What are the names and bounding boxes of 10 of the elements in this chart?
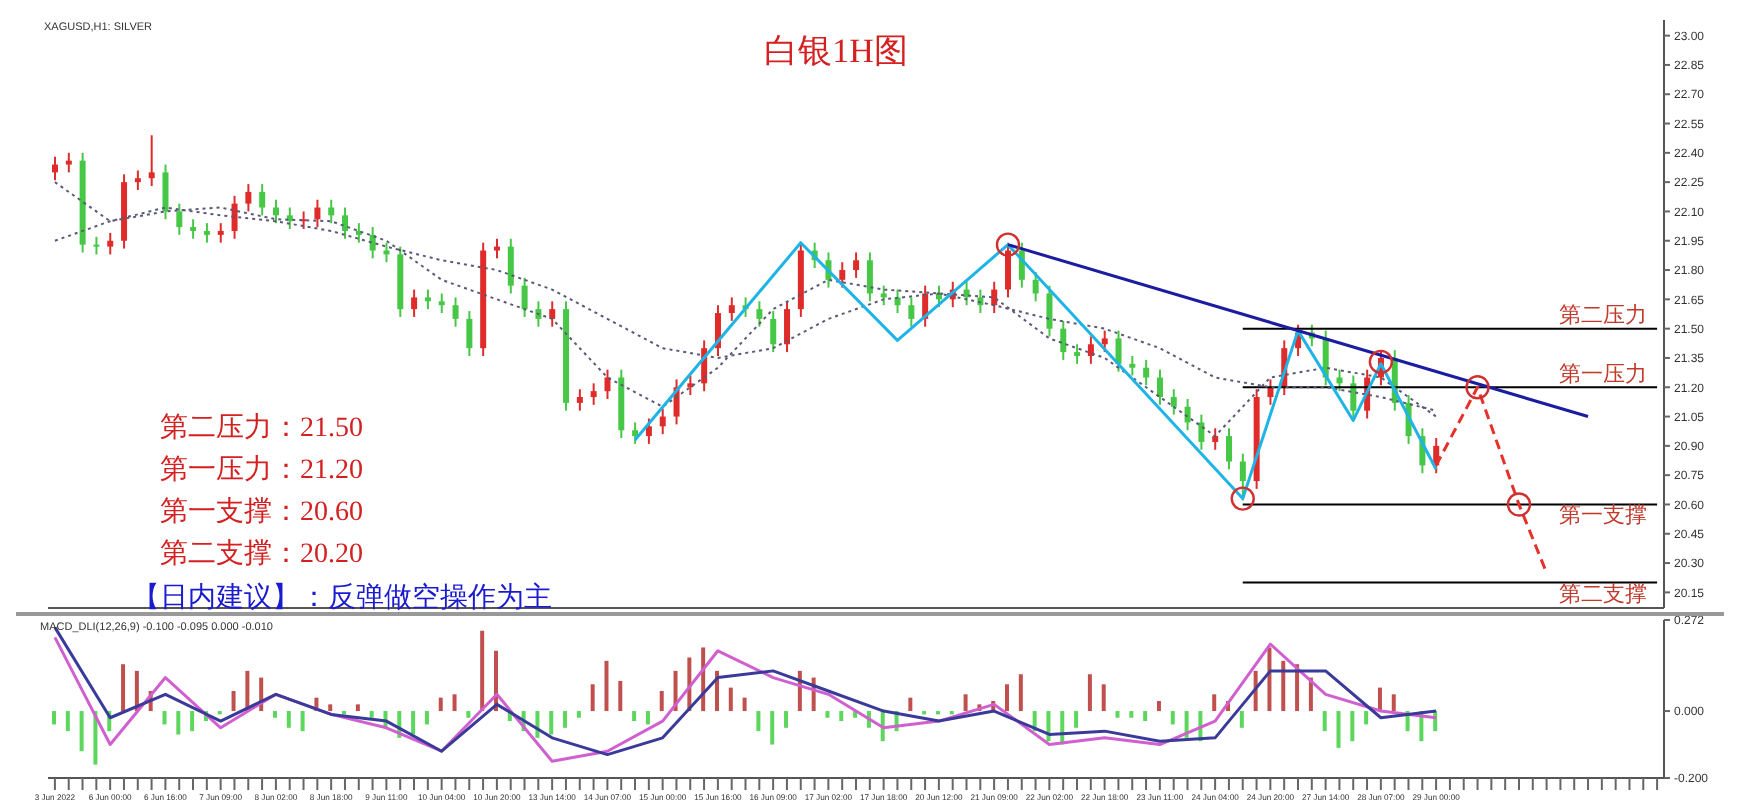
annotation: 【日内建议】：反弹做空操作为主 xyxy=(132,580,552,618)
annotation: 第一支撑：20.60 xyxy=(160,495,365,532)
ref-line-label: 第二压力 xyxy=(1559,302,1648,329)
annotation: 第二压力：21.50 xyxy=(160,411,365,448)
annotation: 第二支撑：20.20 xyxy=(160,537,365,574)
ref-line-label: 第二支撑 xyxy=(1559,580,1648,607)
ref-line-label: 第一压力 xyxy=(1559,360,1648,387)
annotation: 第一压力：21.20 xyxy=(160,453,365,490)
chart-title: 白银1H图 xyxy=(764,32,908,70)
ref-line-label: 第一支撑 xyxy=(1559,502,1648,529)
